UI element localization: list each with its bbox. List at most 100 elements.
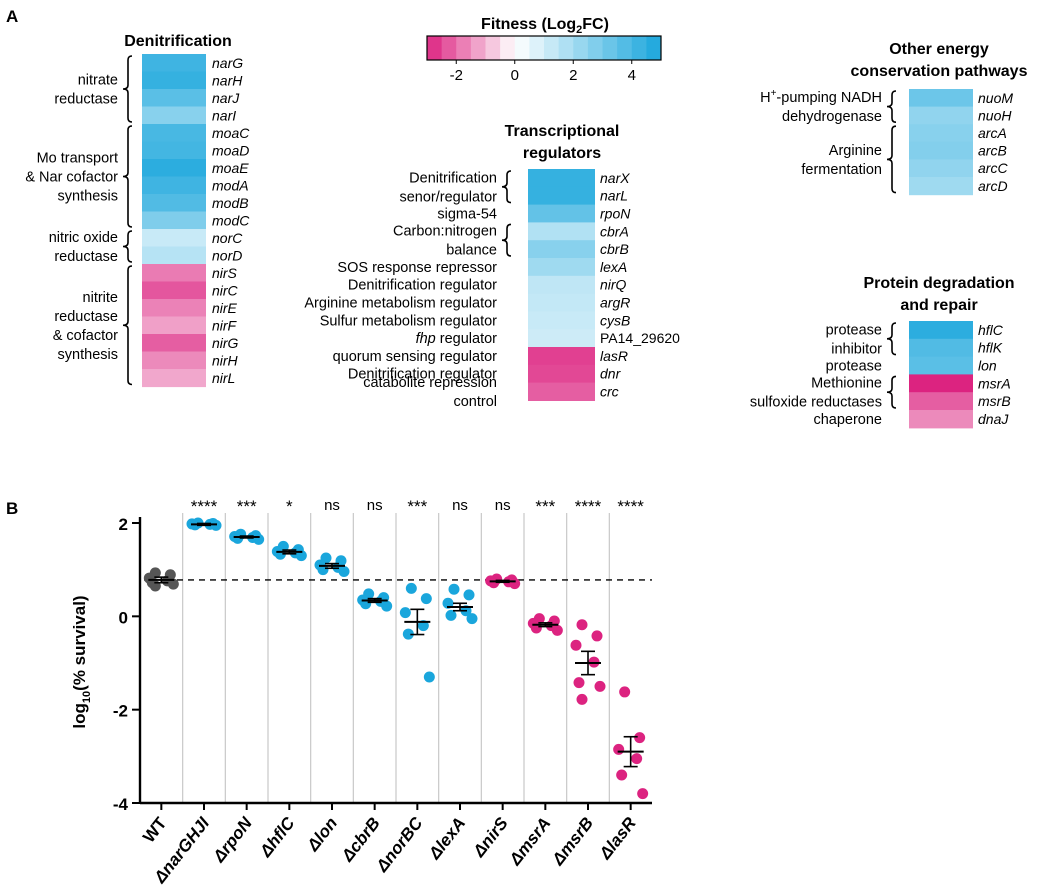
- x-tick-label: ΔlasR: [595, 813, 640, 863]
- colorbar-swatch: [544, 36, 560, 60]
- subgroup-label: sulfoxide reductases: [750, 395, 882, 411]
- gene-label: norD: [212, 247, 242, 263]
- gene-label: cbrA: [600, 223, 629, 239]
- gene-label: arcA: [978, 125, 1007, 141]
- subgroup-label: nitric oxide: [49, 230, 118, 246]
- gene-label: msrB: [978, 393, 1011, 409]
- subgroup-bracket: [122, 125, 133, 228]
- subgroup-label: & Nar cofactor: [25, 170, 118, 186]
- gene-label: hflC: [978, 322, 1004, 338]
- colorbar-swatch: [602, 36, 618, 60]
- data-point: [402, 628, 414, 640]
- y-tick-label: 2: [119, 515, 128, 534]
- heatmap-cell: [909, 106, 973, 125]
- data-point: [570, 639, 582, 651]
- data-point: [463, 589, 475, 601]
- heatmap-cell: [909, 177, 973, 196]
- subgroup-label: & cofactor: [53, 328, 118, 344]
- subgroup-label: reductase: [54, 309, 118, 325]
- colorbar-swatch: [470, 36, 486, 60]
- scatter-plot-area: -4-202WT****ΔnarGHJI***ΔrpoN*ΔhflCnsΔlon…: [113, 497, 652, 887]
- subgroup-label: synthesis: [58, 347, 118, 363]
- subgroup-label: Denitrification: [409, 170, 497, 186]
- fitness-colorbar-legend: Fitness (Log2FC) -2 0 2 4: [426, 16, 662, 84]
- heatmap-cell: [142, 246, 206, 265]
- heatmap-cell: [142, 176, 206, 195]
- heatmap-cell: [909, 124, 973, 143]
- subgroup-label: Sulfur metabolism regulator: [320, 313, 497, 329]
- heatmap-cell: [528, 186, 595, 206]
- subgroup-label: protease: [826, 322, 882, 338]
- gene-label: nuoH: [978, 107, 1012, 123]
- subgroup-label: Denitrification regulator: [348, 278, 497, 294]
- heatmap-cell: [528, 222, 595, 241]
- heatmap-cell: [142, 351, 206, 370]
- x-tick-label: ΔmsrB: [548, 814, 597, 870]
- gene-label: argR: [600, 295, 630, 311]
- subgroup-label: fhp regulator: [416, 331, 498, 347]
- heatmap-cell: [142, 106, 206, 125]
- data-point: [448, 583, 460, 595]
- data-point: [573, 677, 585, 689]
- colorbar-swatch: [514, 36, 530, 60]
- heatmap-cell: [909, 374, 973, 393]
- heatmap-cell: [142, 159, 206, 178]
- colorbar-swatch: [631, 36, 647, 60]
- colorbar-swatch: [573, 36, 589, 60]
- gene-label: modC: [212, 212, 250, 228]
- heatmap-cell: [142, 281, 206, 300]
- subgroup-label: Denitrification regulator: [348, 367, 497, 383]
- colorbar-swatch: [441, 36, 457, 60]
- legend-title: Fitness (Log2FC): [481, 16, 609, 36]
- gene-label: nirE: [212, 300, 238, 316]
- heatmap-cell: [528, 364, 595, 384]
- data-point: [253, 533, 265, 545]
- subgroup-label: nitrite: [83, 290, 118, 306]
- gene-label: moaC: [212, 125, 250, 141]
- heatmap-cell: [528, 240, 595, 259]
- gene-label: arcC: [978, 160, 1008, 176]
- group-title: conservation pathways: [851, 63, 1028, 80]
- group-title: regulators: [523, 145, 601, 162]
- heatmap-cell: [142, 194, 206, 213]
- subgroup-bracket: [886, 322, 897, 356]
- heatmap-cell: [909, 141, 973, 160]
- gene-label: lasR: [600, 348, 628, 364]
- gene-label: cysB: [600, 312, 630, 328]
- heatmap-cell: [142, 211, 206, 230]
- gene-label: nuoM: [978, 90, 1013, 106]
- heatmap-cell: [142, 89, 206, 108]
- group-title: Denitrification: [124, 33, 232, 50]
- gene-label: modB: [212, 195, 249, 211]
- gene-label: modA: [212, 177, 249, 193]
- heatmap-cell: [142, 71, 206, 90]
- gene-label: nirC: [212, 282, 239, 298]
- data-point: [509, 578, 521, 590]
- significance-label: ***: [535, 497, 555, 516]
- significance-label: *: [286, 497, 293, 516]
- significance-label: ****: [191, 497, 218, 516]
- heatmap-cell: [909, 356, 973, 375]
- gene-label: arcD: [978, 178, 1008, 194]
- gene-label: narX: [600, 170, 630, 186]
- y-tick-label: -2: [113, 702, 128, 721]
- gene-label: lexA: [600, 259, 627, 275]
- significance-label: ***: [407, 497, 427, 516]
- heatmap-cell: [909, 338, 973, 358]
- colorbar-swatch: [485, 36, 501, 60]
- data-point: [576, 693, 588, 705]
- gene-label: nirQ: [600, 277, 627, 293]
- gene-label: arcB: [978, 143, 1007, 159]
- heatmap-cell: [528, 293, 595, 312]
- colorbar-swatch: [529, 36, 545, 60]
- data-point: [619, 686, 631, 698]
- colorbar-border: [426, 35, 662, 61]
- heatmap-cell: [142, 264, 206, 283]
- group-transcriptional-regulators: Transcriptional regulators narX narL Denitri…: [304, 123, 680, 410]
- subgroup-bracket: [122, 55, 133, 123]
- subgroup-bracket: [501, 223, 512, 257]
- subgroup-label: inhibitor: [831, 341, 882, 357]
- x-tick-label: WT: [139, 813, 171, 846]
- panel-a-label: A: [6, 7, 18, 26]
